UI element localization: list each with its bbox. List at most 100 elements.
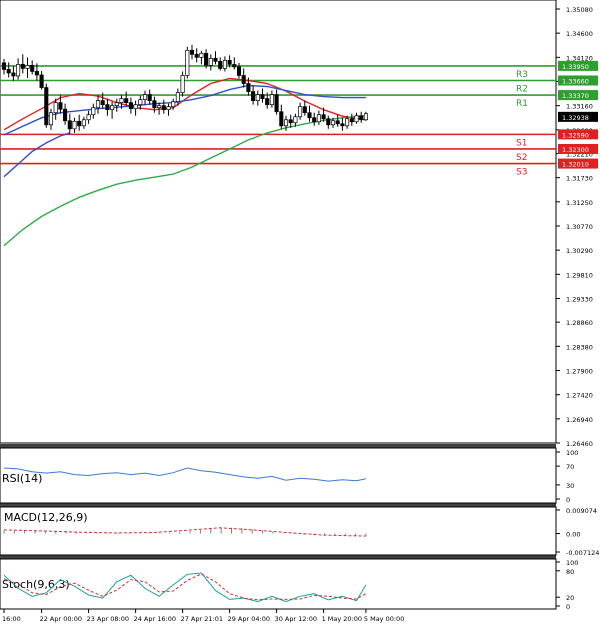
price-tick-label: 1.31730	[566, 175, 593, 183]
time-axis: 16:00 22 Apr 00:00 23 Apr 08:00 24 Apr 16:0…	[2, 609, 404, 623]
candle-body	[354, 115, 359, 123]
price-tick-label: 1.28860	[566, 319, 593, 327]
pivot-levels: R3 1.33950 R2 1.33660 R1 1.33370 S1 1.32590 S2 1.…	[0, 60, 598, 178]
price-panel: 1.350801.346001.341201.336401.331601.326…	[0, 0, 598, 448]
candle-body	[227, 60, 232, 65]
level-price-box	[558, 129, 598, 140]
candle-body	[128, 102, 133, 110]
panel-divider	[0, 503, 556, 507]
time-tick-label: 23 Apr 08:00	[87, 615, 129, 623]
level-price-label: 1.33950	[562, 63, 589, 71]
candle-body	[91, 107, 96, 116]
candle-body	[100, 100, 105, 106]
candle-body	[30, 65, 35, 72]
candle-body	[316, 114, 321, 123]
candle-body	[274, 94, 279, 113]
rsi-frame	[0, 447, 557, 504]
candle-body	[39, 74, 44, 88]
price-tick-label: 1.32210	[566, 150, 593, 158]
candle-body	[119, 98, 124, 103]
candle-body	[307, 112, 312, 119]
candle-body	[241, 75, 246, 84]
price-tick-label: 1.35080	[566, 6, 593, 14]
candle-body	[288, 119, 293, 124]
stoch-title: Stoch(9,6,3)	[2, 578, 70, 591]
candle-body	[312, 117, 317, 123]
rsi-axis: 100 70 30 0	[556, 449, 578, 504]
level-name-s3: S3	[516, 168, 527, 178]
candle-body	[152, 100, 157, 109]
stoch-main-line	[3, 572, 367, 603]
candle-body	[157, 105, 162, 109]
candle-body	[58, 102, 63, 110]
candle-body	[321, 114, 326, 120]
candle-body	[293, 116, 298, 124]
level-name-s2: S2	[516, 153, 527, 163]
panel-divider	[0, 444, 556, 448]
time-tick-label: 30 Apr 12:00	[275, 615, 317, 623]
macd-axis: 0.009074 0.00 -0.007124	[556, 507, 599, 557]
level-price-label: 1.32300	[562, 146, 589, 154]
candle-body	[86, 114, 91, 121]
level-price-box	[558, 90, 598, 101]
candle-body	[335, 120, 340, 125]
candle-body	[208, 57, 213, 66]
candle-body	[251, 91, 256, 101]
candle-body	[133, 104, 138, 110]
candle-body	[44, 87, 49, 126]
price-tick-label: 1.29810	[566, 271, 593, 279]
candle-body	[16, 64, 21, 77]
candle-body	[175, 92, 180, 102]
macd-signal-line	[3, 527, 366, 537]
candle-body	[166, 106, 171, 111]
rsi-tick-label: 0	[566, 496, 570, 504]
candle-body	[213, 57, 218, 62]
rsi-tick-label: 100	[566, 449, 578, 457]
stoch-tick-label: 80	[566, 568, 574, 576]
candle-body	[110, 105, 115, 111]
rsi-title: RSI(14)	[2, 472, 42, 485]
candle-body	[25, 65, 30, 69]
candle-body	[340, 123, 345, 127]
macd-tick-label: 0.009074	[566, 507, 597, 515]
candle-body	[326, 118, 331, 126]
moving-average-line	[3, 132, 71, 178]
level-price-box	[558, 143, 598, 154]
candle-body	[1, 62, 7, 70]
stoch-tick-label: 0	[566, 603, 570, 611]
moving-average-line	[3, 115, 366, 247]
candle-body	[171, 101, 176, 108]
candle-body	[260, 94, 265, 99]
rsi-line	[3, 467, 366, 482]
stoch-tick-label: 100	[566, 559, 578, 567]
time-tick-label: 29 Apr 04:00	[228, 615, 270, 623]
candle-body	[359, 115, 364, 121]
candle-body	[147, 94, 152, 101]
time-tick-label: 24 Apr 16:00	[134, 615, 176, 623]
stoch-signal-line	[3, 573, 367, 601]
candle-body	[34, 71, 39, 76]
current-price-box	[558, 111, 598, 122]
panel-divider	[0, 555, 556, 559]
current-price: 1.32938	[558, 111, 598, 122]
candle-body	[81, 119, 86, 127]
candle-body	[218, 61, 223, 69]
rsi-panel: RSI(14) 100 70 30 0	[0, 447, 578, 504]
level-name-r1: R1	[516, 99, 528, 109]
candle-body	[269, 94, 274, 106]
candle-body	[124, 98, 129, 103]
candle-body	[349, 118, 354, 123]
candle-body	[265, 98, 270, 106]
candle-body	[246, 83, 251, 92]
level-price-box	[558, 75, 598, 86]
candle-body	[345, 118, 350, 127]
stoch-tick-label: 20	[566, 594, 574, 602]
level-name-s1: S1	[516, 138, 527, 148]
candle-body	[222, 60, 227, 69]
current-price-label: 1.32938	[562, 114, 589, 122]
candle-body	[67, 120, 72, 130]
level-price-label: 1.32010	[562, 161, 589, 169]
level-price-label: 1.33660	[562, 77, 589, 85]
